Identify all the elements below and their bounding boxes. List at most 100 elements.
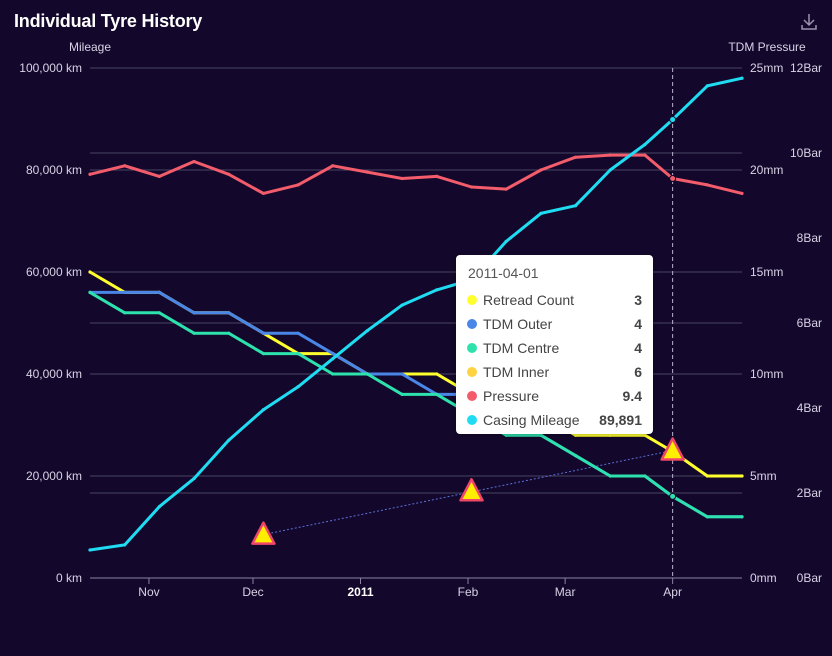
data-point <box>705 515 709 519</box>
series-line <box>88 76 744 552</box>
data-point <box>261 408 266 412</box>
data-point <box>123 290 127 294</box>
data-point <box>608 474 612 478</box>
data-point <box>504 433 508 437</box>
data-point <box>608 168 612 172</box>
data-point <box>643 142 647 147</box>
data-point <box>123 311 127 315</box>
data-point <box>705 474 709 478</box>
data-point <box>296 331 300 335</box>
data-point <box>400 176 404 181</box>
data-point <box>157 290 161 294</box>
tooltip-rows: Retread Count 3 TDM Outer 4 TDM Centre 4 TDM I… <box>467 288 642 432</box>
x-tick-label: Nov <box>138 585 159 599</box>
tooltip-row: TDM Centre 4 <box>467 336 642 360</box>
data-point <box>192 311 196 315</box>
y-tick-label-mileage: 60,000 km <box>26 265 82 279</box>
x-tick-label: Feb <box>458 585 479 599</box>
retread-warning-icon <box>660 437 685 461</box>
data-point <box>331 164 335 168</box>
y-tick-label-pressure: 8Bar <box>797 231 822 245</box>
data-point <box>435 392 439 396</box>
data-point <box>331 352 335 356</box>
data-point <box>123 543 127 547</box>
y-tick-label-mileage: 100,000 km <box>19 61 82 75</box>
data-point <box>157 174 161 178</box>
legend-dot-icon <box>467 319 477 329</box>
data-point <box>365 170 370 174</box>
data-point <box>296 385 300 389</box>
data-point <box>671 117 675 122</box>
data-point <box>123 164 127 168</box>
data-point <box>227 172 231 176</box>
y-tick-label-mileage: 80,000 km <box>26 163 82 177</box>
tooltip-series-name: Pressure <box>483 388 540 404</box>
retread-warning-icon <box>251 521 276 545</box>
data-point <box>539 433 543 437</box>
x-tick-label: 2011 <box>347 585 373 599</box>
x-tick-label: Mar <box>555 585 576 599</box>
tooltip-series-value: 4 <box>634 316 642 332</box>
y-tick-label-mileage: 0 km <box>56 571 82 585</box>
data-point <box>261 331 266 335</box>
data-point <box>671 176 675 181</box>
tooltip-series-value: 6 <box>634 364 642 380</box>
download-icon[interactable] <box>799 12 819 32</box>
data-point <box>504 187 508 191</box>
data-point <box>192 331 196 335</box>
chart-title: Individual Tyre History <box>14 11 203 31</box>
y-tick-label-mileage: 40,000 km <box>26 367 82 381</box>
data-point <box>261 191 266 195</box>
data-point <box>705 84 709 88</box>
tooltip-series-name: TDM Outer <box>483 316 553 332</box>
tooltip-row: TDM Outer 4 <box>467 312 642 336</box>
legend-dot-icon <box>467 295 477 305</box>
retread-warning-icon <box>459 478 484 502</box>
tooltip-series-name: TDM Inner <box>483 364 550 380</box>
legend-dot-icon <box>467 391 477 401</box>
data-point <box>573 454 578 458</box>
y-tick-label-tdm: 0mm <box>750 571 777 585</box>
y-tick-label-tdm: 15mm <box>750 265 783 279</box>
data-point <box>671 494 675 498</box>
y-tick-label-pressure: 4Bar <box>797 401 822 415</box>
tooltip-series-value: 4 <box>634 340 642 356</box>
data-point <box>400 392 404 396</box>
tooltip-row: Pressure 9.4 <box>467 384 642 408</box>
data-point <box>740 191 744 195</box>
data-point <box>400 303 404 307</box>
data-point <box>573 155 578 159</box>
y-tick-label-pressure: 12Bar <box>790 61 822 75</box>
data-point <box>740 76 744 80</box>
y-axis-title-mileage: Mileage <box>69 40 111 54</box>
data-point <box>643 433 647 437</box>
data-point <box>365 372 370 376</box>
data-point <box>88 548 92 552</box>
data-point <box>435 174 439 178</box>
tooltip-series-name: Retread Count <box>483 292 575 308</box>
data-point <box>705 183 709 187</box>
tooltip-date: 2011-04-01 <box>468 265 539 281</box>
data-point <box>261 352 266 356</box>
data-point <box>643 153 647 157</box>
tooltip-row: Casing Mileage 89,891 <box>467 408 642 432</box>
y-tick-label-mileage: 20,000 km <box>26 469 82 483</box>
data-point <box>643 474 647 478</box>
data-point <box>192 476 196 481</box>
x-tick-label: Dec <box>242 585 263 599</box>
tooltip-row: Retread Count 3 <box>467 288 642 312</box>
y-tick-label-tdm: 10mm <box>750 367 783 381</box>
legend-dot-icon <box>467 343 477 353</box>
data-point <box>331 357 335 361</box>
y-tick-label-tdm: 20mm <box>750 163 783 177</box>
y-axis-title-tdm: TDM Pressure <box>728 40 806 54</box>
legend-dot-icon <box>467 415 477 425</box>
data-point <box>539 211 543 215</box>
data-point <box>573 433 578 437</box>
data-point <box>435 372 439 376</box>
tooltip-row: TDM Inner 6 <box>467 360 642 384</box>
x-tick-label: Apr <box>663 585 682 599</box>
y-tick-label-pressure: 6Bar <box>797 316 822 330</box>
series-line <box>88 153 744 195</box>
tooltip-series-name: TDM Centre <box>483 340 560 356</box>
